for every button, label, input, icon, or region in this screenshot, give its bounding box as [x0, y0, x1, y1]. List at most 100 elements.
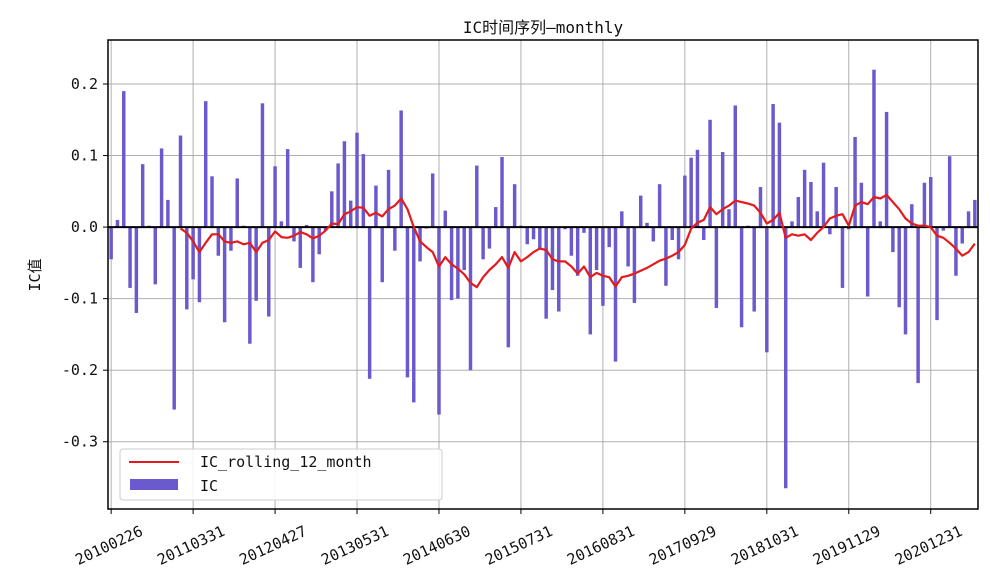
ic-bar [298, 227, 303, 268]
ic-bar [828, 227, 832, 235]
y-tick-label: 0.2 [71, 75, 98, 93]
ic-bar [166, 199, 170, 228]
ic-bar [575, 227, 580, 276]
ic-bar [689, 157, 693, 228]
x-tick-label: 20181031 [728, 522, 801, 569]
ic-bar [790, 221, 794, 228]
ic-bar [941, 227, 946, 231]
ic-bar [273, 166, 277, 228]
ic-bar [928, 177, 933, 228]
ic-bar [683, 175, 687, 228]
ic-bar [348, 200, 353, 228]
ic-bar [260, 103, 265, 228]
ic-bar [468, 227, 473, 371]
ic-bar [702, 227, 706, 240]
ic-bar [557, 227, 561, 312]
ic-bar [456, 227, 460, 299]
ic-bar [607, 227, 611, 248]
ic-bar [638, 195, 643, 228]
ic-bar [393, 227, 397, 251]
ic-bar [847, 227, 851, 230]
ic-bar [185, 227, 189, 310]
ic-bar [386, 169, 391, 228]
grid-lines [108, 40, 978, 509]
ic-bar [739, 227, 744, 328]
ic-bar [645, 222, 649, 228]
ic-bar [525, 227, 529, 245]
ic-bar [657, 184, 662, 228]
ic-bar [720, 151, 725, 228]
ic-bar [172, 227, 176, 410]
ic-rolling-12-month-line [179, 193, 976, 289]
ic-bar [664, 227, 668, 286]
x-tick-label: 20130531 [318, 522, 391, 569]
ic-bar [317, 227, 321, 255]
ic-bar [254, 227, 258, 301]
ic-bar [500, 156, 504, 228]
ic-bar [765, 227, 769, 353]
ic-bar [493, 207, 498, 228]
y-tick-label: 0.1 [71, 147, 98, 165]
y-tick-label: -0.1 [62, 290, 98, 308]
ic-bar [122, 91, 126, 228]
ic-bar [418, 227, 422, 262]
ic-bar [248, 227, 252, 344]
ic-bar [582, 227, 586, 233]
ic-bar [632, 227, 637, 303]
ic-bar [727, 209, 731, 228]
ic-bar [891, 227, 895, 253]
x-tick-label: 20110331 [154, 522, 227, 569]
ic-bar [935, 227, 939, 321]
legend-patch-swatch [130, 479, 178, 490]
y-axis-ticks: 0.2 0.1 0.0 -0.1 -0.2 -0.3 [62, 75, 108, 451]
ic-bar [109, 227, 113, 260]
ic-bar [462, 227, 466, 271]
ic-bar [613, 227, 618, 362]
ic-bar [809, 182, 813, 228]
ic-bar [159, 148, 164, 228]
ic-bar [872, 69, 876, 228]
ic-bar [859, 182, 864, 228]
ic-bar [783, 227, 788, 489]
y-tick-label: -0.3 [62, 433, 98, 451]
x-tick-label: 20120427 [236, 522, 309, 569]
ic-bar [544, 227, 548, 319]
ic-bar [367, 227, 372, 379]
ic-bar [853, 136, 857, 228]
ic-bar [802, 169, 807, 228]
ic-bar [973, 199, 977, 228]
x-tick-label: 20160831 [564, 522, 637, 569]
ic-bar [676, 227, 681, 260]
legend-label-rolling: IC_rolling_12_month [200, 453, 372, 471]
ic-bar [538, 227, 542, 249]
legend-label-ic: IC [200, 477, 218, 495]
x-tick-label: 20191129 [810, 522, 883, 569]
ic-bar [922, 182, 927, 228]
ic-bar [878, 221, 883, 228]
ic-bar [323, 227, 328, 231]
ic-bar [910, 204, 914, 228]
plot-frame [107, 39, 979, 510]
ic-bar [475, 165, 479, 228]
ic-bar [197, 227, 202, 303]
ic-bar [304, 224, 309, 228]
ic-bar [380, 227, 384, 283]
ic-bar [733, 105, 738, 228]
ic-bar [140, 164, 145, 228]
ic-bar [884, 111, 889, 228]
ic-bar [361, 154, 366, 228]
ic-bar [229, 227, 233, 251]
ic-bar [695, 149, 700, 228]
ic-bar [954, 227, 958, 276]
legend-box [119, 448, 443, 501]
ic-bar [620, 211, 624, 228]
ic-bar [601, 227, 605, 306]
ic-bar [311, 227, 315, 283]
ic-bar [651, 227, 656, 242]
x-tick-label: 20140630 [400, 522, 473, 569]
x-tick-label: 20170929 [646, 522, 719, 569]
ic-bar [840, 227, 845, 288]
ic-bar [897, 227, 901, 308]
ic-bar [821, 162, 826, 228]
